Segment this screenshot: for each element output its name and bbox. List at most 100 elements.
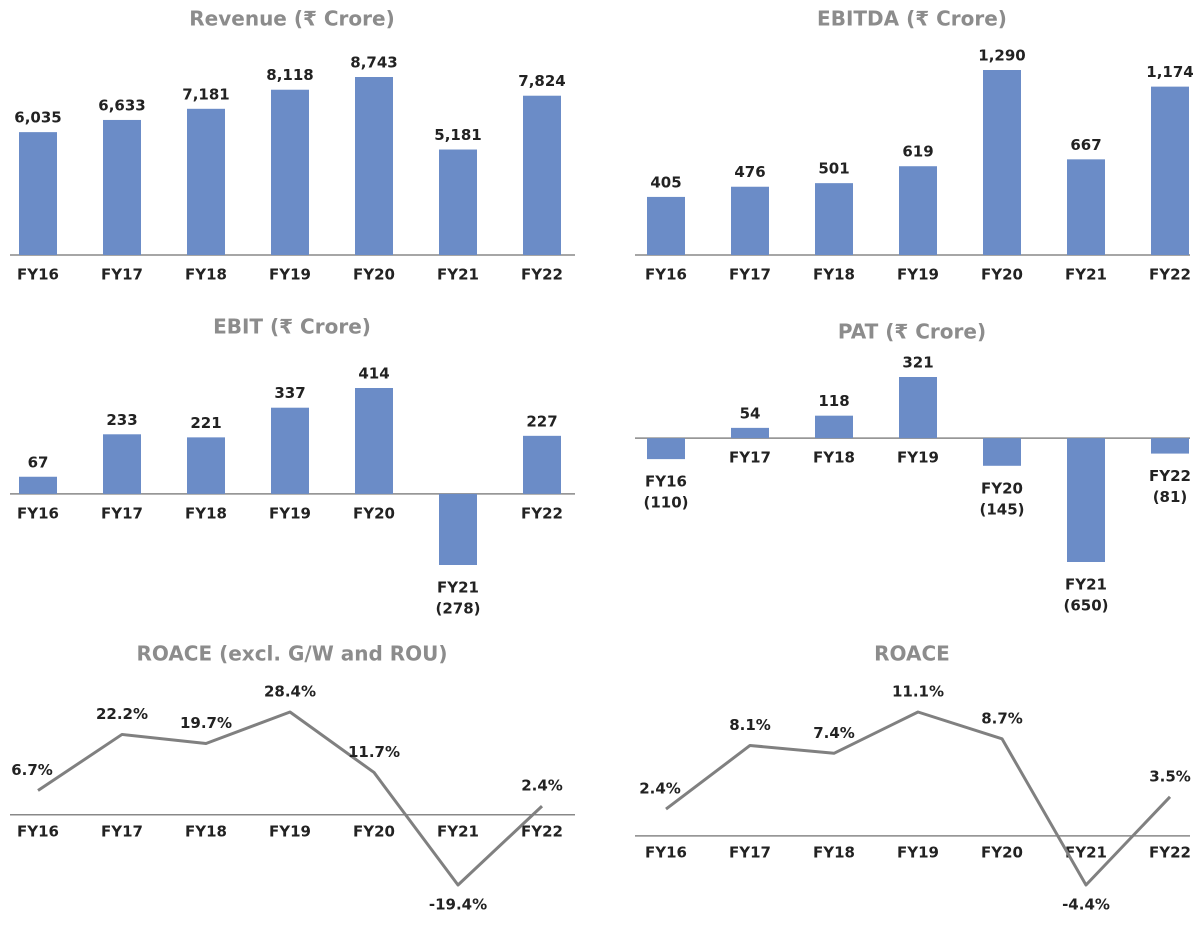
value-label: 54 (740, 404, 761, 422)
bar (815, 183, 853, 255)
x-tick-label: FY16 (645, 843, 687, 861)
bar (523, 435, 561, 494)
x-tick-label: FY22 (521, 822, 563, 840)
bar (103, 119, 141, 255)
x-tick-label: FY17 (729, 843, 771, 861)
value-label: 2.4% (639, 780, 681, 798)
value-label: 7,824 (518, 72, 565, 90)
value-label: 19.7% (180, 714, 232, 732)
chart-title: EBIT (₹ Crore) (213, 315, 371, 339)
x-tick-label: FY16 (17, 822, 59, 840)
value-label: 6,633 (98, 96, 145, 114)
value-label: 501 (818, 160, 849, 178)
x-tick-label: FY20 (353, 266, 395, 284)
value-label: 414 (358, 365, 389, 383)
chart-title: EBITDA (₹ Crore) (817, 7, 1007, 31)
x-tick-label: FY19 (269, 266, 311, 284)
x-tick-label: FY19 (269, 822, 311, 840)
value-label: 667 (1070, 136, 1101, 154)
bar (439, 149, 477, 255)
value-label: 2.4% (521, 777, 563, 795)
value-label: 118 (818, 392, 849, 410)
x-tick-label: FY18 (813, 266, 855, 284)
value-label: 8,743 (350, 54, 397, 72)
value-label: 1,174 (1146, 63, 1193, 81)
bar (899, 377, 937, 439)
x-tick-label: FY20 (353, 822, 395, 840)
value-label: (650) (1063, 597, 1108, 615)
x-tick-label: FY18 (185, 822, 227, 840)
value-label: (81) (1153, 488, 1188, 506)
bar (647, 196, 685, 255)
x-tick-label: FY16 (17, 504, 59, 522)
value-label: -4.4% (1062, 896, 1110, 914)
bar (187, 108, 225, 255)
bar (1151, 438, 1189, 454)
value-label: 22.2% (96, 705, 148, 723)
bar (1151, 86, 1189, 256)
x-tick-label: FY18 (185, 504, 227, 522)
bar (271, 89, 309, 256)
x-tick-label: FY19 (269, 504, 311, 522)
x-tick-label: FY16 (645, 266, 687, 284)
value-label: 8.7% (981, 709, 1023, 727)
bar (983, 70, 1021, 255)
bar (19, 476, 57, 494)
x-tick-label: FY21 (1065, 266, 1107, 284)
line (37, 710, 544, 887)
value-label: (278) (435, 600, 480, 618)
bar (815, 415, 853, 439)
x-tick-label: FY22 (521, 266, 563, 284)
bar (271, 407, 309, 494)
value-label: 476 (734, 163, 765, 181)
x-tick-label: FY18 (813, 449, 855, 467)
value-label: 7.4% (813, 724, 855, 742)
chart-title: ROACE (874, 642, 950, 666)
x-tick-label: FY17 (729, 266, 771, 284)
x-tick-label: FY17 (729, 449, 771, 467)
x-tick-label: FY20 (981, 843, 1023, 861)
value-label: 321 (902, 354, 933, 372)
x-tick-label: FY16 (645, 473, 687, 491)
chart-title: PAT (₹ Crore) (838, 320, 986, 344)
x-tick-label: FY21 (437, 579, 479, 597)
value-label: 6.7% (11, 761, 53, 779)
value-label: 3.5% (1149, 767, 1191, 785)
bar (355, 388, 393, 494)
chart-title: Revenue (₹ Crore) (189, 7, 394, 31)
x-tick-label: FY22 (1149, 843, 1191, 861)
x-tick-label: FY21 (437, 266, 479, 284)
x-tick-label: FY22 (521, 504, 563, 522)
value-label: 6,035 (14, 109, 61, 127)
value-label: 337 (274, 384, 305, 402)
value-label: 233 (106, 411, 137, 429)
bar (1067, 159, 1105, 255)
bar (103, 434, 141, 494)
value-label: -19.4% (429, 896, 487, 914)
value-label: 619 (902, 143, 933, 161)
x-tick-label: FY17 (101, 504, 143, 522)
value-label: 67 (28, 453, 49, 471)
x-tick-label: FY20 (353, 504, 395, 522)
x-tick-label: FY17 (101, 822, 143, 840)
x-tick-label: FY21 (1065, 843, 1107, 861)
value-label: (145) (979, 500, 1024, 518)
value-label: 1,290 (978, 47, 1025, 65)
x-tick-label: FY21 (437, 822, 479, 840)
bar (647, 438, 685, 460)
bar (19, 132, 57, 255)
bar (731, 186, 769, 255)
x-tick-label: FY16 (17, 266, 59, 284)
bar (731, 427, 769, 439)
value-label: 28.4% (264, 683, 316, 701)
x-tick-label: FY19 (897, 843, 939, 861)
x-tick-label: FY18 (185, 266, 227, 284)
value-label: 7,181 (182, 85, 229, 103)
x-tick-label: FY19 (897, 449, 939, 467)
bar (1067, 438, 1105, 562)
value-label: 11.7% (348, 743, 400, 761)
value-label: 227 (526, 412, 557, 430)
bar (523, 95, 561, 255)
line (665, 710, 1172, 887)
